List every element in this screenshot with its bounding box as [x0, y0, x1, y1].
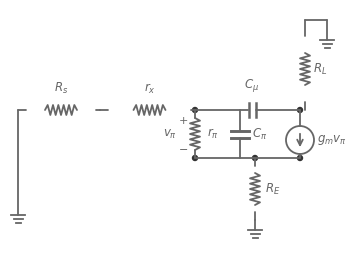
Text: $r_\pi$: $r_\pi$ — [207, 127, 219, 141]
Circle shape — [193, 108, 197, 113]
Text: $R_L$: $R_L$ — [313, 61, 327, 76]
Circle shape — [193, 155, 197, 160]
Text: $R_s$: $R_s$ — [54, 81, 68, 96]
Text: $C_\mu$: $C_\mu$ — [244, 77, 260, 94]
Text: $+$: $+$ — [178, 115, 188, 125]
Text: $R_E$: $R_E$ — [265, 182, 280, 197]
Circle shape — [252, 155, 258, 160]
Text: $-$: $-$ — [178, 143, 188, 153]
Text: $r_x$: $r_x$ — [144, 82, 155, 96]
Text: $C_\pi$: $C_\pi$ — [252, 126, 267, 142]
Text: $g_m v_\pi$: $g_m v_\pi$ — [317, 133, 347, 147]
Circle shape — [298, 155, 302, 160]
Text: $v_\pi$: $v_\pi$ — [163, 127, 177, 141]
Circle shape — [298, 108, 302, 113]
